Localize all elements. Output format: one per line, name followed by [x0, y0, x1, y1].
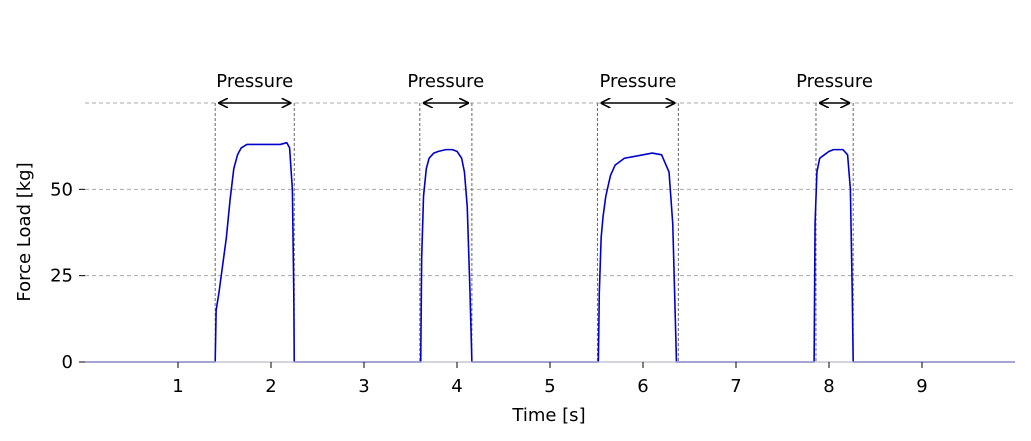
- annotations: Pressure Pressure Pressure Pressure: [216, 71, 873, 103]
- pressure-label: Pressure: [796, 71, 873, 92]
- pressure-boundary-lines: [214, 103, 854, 362]
- x-tick-label: 6: [637, 376, 648, 397]
- y-tick-label: 25: [50, 266, 73, 287]
- y-tick-label: 0: [62, 352, 73, 373]
- x-tick-label: 7: [730, 376, 741, 397]
- series-layer: [85, 141, 1015, 363]
- x-axis-title: Time [s]: [511, 405, 585, 426]
- pressure-label: Pressure: [407, 71, 484, 92]
- x-tick-label: 4: [451, 376, 462, 397]
- y-axis-title: Force Load [kg]: [14, 162, 35, 301]
- x-tick-label: 5: [544, 376, 555, 397]
- x-tick-label: 9: [916, 376, 927, 397]
- x-tick-label: 8: [823, 376, 834, 397]
- x-tick-label: 1: [172, 376, 183, 397]
- pressure-label: Pressure: [599, 71, 676, 92]
- axes: 0 25 50 1 2 3 4 5 6 7 8 9: [50, 179, 1015, 397]
- x-tick-label: 2: [265, 376, 276, 397]
- x-tick-label: 3: [358, 376, 369, 397]
- pressure-label: Pressure: [216, 71, 293, 92]
- y-tick-label: 50: [50, 179, 73, 200]
- series-line-0: [85, 141, 1015, 363]
